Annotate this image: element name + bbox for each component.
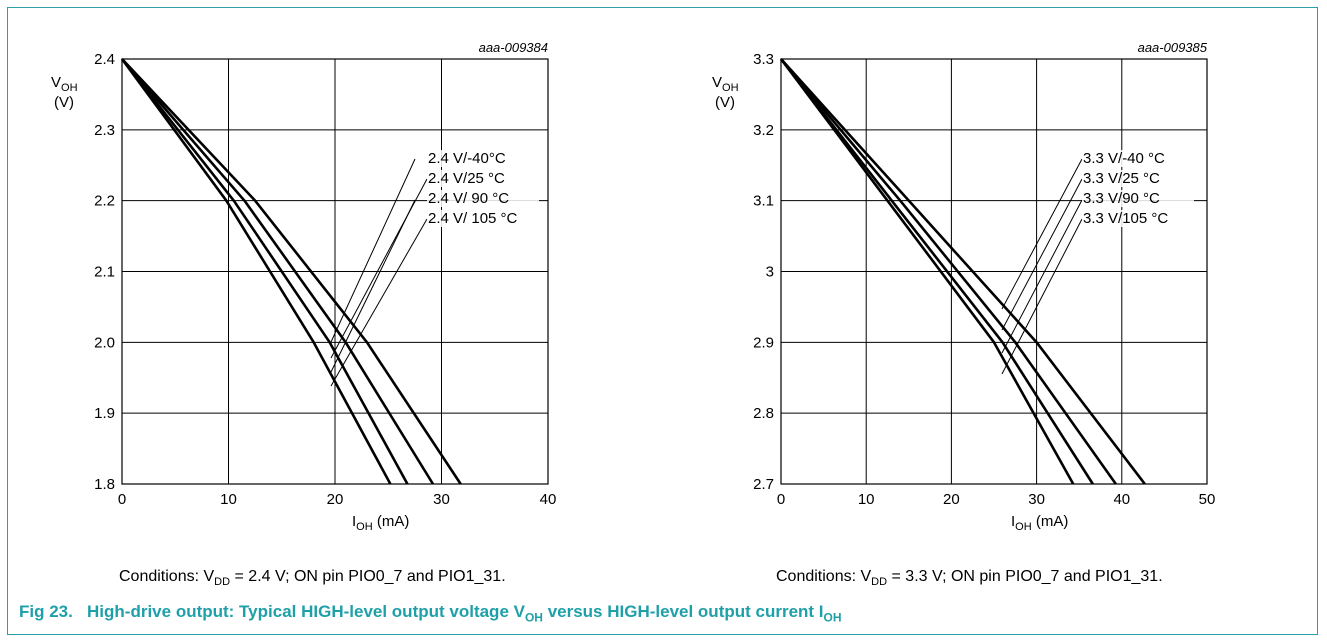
conditions-left-suffix: = 2.4 V; ON pin PIO0_7 and PIO1_31. [230,568,506,585]
x-axis-label-main: I [1011,513,1015,530]
conditions-right-prefix: Conditions: V [776,568,872,585]
series-label: 3.3 V/105 °C [1083,210,1168,227]
series-line-3 [779,58,1094,485]
series-label: 2.4 V/ 105 °C [428,210,518,227]
figure-title-b: versus HIGH-level output current I [542,602,824,621]
x-tick-label: 30 [433,491,450,508]
y-axis-label-sub: OH [61,82,78,94]
series-label-bg [1082,150,1194,167]
series-leader-line [330,218,428,387]
series-label-bg [1082,190,1194,207]
y-tick-label: 2.4 [94,51,115,68]
x-tick-label: 0 [777,491,785,508]
series-label: 2.4 V/ 90 °C [428,190,509,207]
x-axis-label-sub: OH [1015,521,1032,533]
series-line-4 [779,58,1075,485]
x-axis-label-sub: OH [356,521,373,533]
series-label: 3.3 V/25 °C [1083,170,1160,187]
series-label: 2.4 V/25 °C [428,170,505,187]
y-tick-label: 3 [766,264,774,281]
y-tick-label: 2.2 [94,193,115,210]
x-tick-label: 20 [327,491,344,508]
x-tick-label: 20 [943,491,960,508]
plot-area [121,58,549,485]
chart-2: 0 10 20 30 40 50 2.7 2.8 2.9 3 3.1 3.2 3.3 aaa-009385… [712,40,1215,533]
x-axis-label: IOH (mA) [1011,513,1068,533]
y-tick-label: 3.3 [753,51,774,68]
y-axis-label: VOH [712,74,739,94]
figure-id: aaa-009384 [479,40,548,55]
series-leader-line [1001,158,1083,310]
y-tick-label: 2.8 [753,405,774,422]
series-label: 3.3 V/-40 °C [1083,150,1165,167]
x-tick-label: 0 [118,491,126,508]
series-label-bg [427,150,539,167]
series-line-2 [121,58,435,485]
series-label: 3.3 V/90 °C [1083,190,1160,207]
y-tick-label: 1.8 [94,476,115,493]
series-line-3 [120,58,409,485]
series-line-4 [120,58,392,485]
x-axis-label-unit: (mA) [1032,513,1069,530]
y-tick-label: 3.2 [753,122,774,139]
conditions-left-sub: DD [214,576,231,589]
x-tick-label: 10 [220,491,237,508]
conditions-right-sub: DD [871,576,888,589]
y-tick-label: 2.9 [753,334,774,351]
y-axis-label-sub: OH [722,82,739,94]
series-label-bg [1082,170,1194,187]
figure-title-a: High-drive output: Typical HIGH-level ou… [87,602,525,621]
series-label: 2.4 V/-40°C [428,150,506,167]
figure-label: Fig 23. [19,602,73,621]
y-tick-label: 2.1 [94,264,115,281]
figure-id: aaa-009385 [1138,40,1208,55]
figure-caption: Fig 23. High-drive output: Typical HIGH-… [19,602,842,624]
x-axis-label-unit: (mA) [373,513,410,530]
plot-area [780,58,1208,485]
x-axis-label: IOH (mA) [352,513,409,533]
figure-title-sub2: OH [823,610,842,625]
series-label-bg [427,190,539,207]
series-leader-line [1001,199,1083,354]
x-tick-label: 40 [1113,491,1130,508]
series-line-2 [780,58,1117,485]
series-label-bg [427,170,539,187]
y-tick-label: 2.3 [94,122,115,139]
y-tick-label: 1.9 [94,405,115,422]
x-tick-label: 40 [540,491,557,508]
series-line-1 [780,58,1146,485]
y-tick-label: 2.7 [753,476,774,493]
x-tick-label: 50 [1199,491,1216,508]
series-label-bg [1082,210,1194,227]
y-tick-label: 2.0 [94,334,115,351]
figure-frame [7,7,1318,635]
y-axis-label: VOH [51,74,78,94]
x-tick-label: 30 [1028,491,1045,508]
y-axis-label-unit: (V) [715,94,735,111]
chart-1: 0 10 20 30 40 1.8 1.9 2.0 2.1 2.2 2.3 2.4 aaa-009384… [51,40,556,533]
y-axis-label-main: V [712,74,722,91]
y-axis-label-unit: (V) [54,94,74,111]
series-label-bg [427,210,539,227]
conditions-right-suffix: = 3.3 V; ON pin PIO0_7 and PIO1_31. [887,568,1163,585]
series-line-1 [121,58,462,485]
conditions-left: Conditions: VDD = 2.4 V; ON pin PIO0_7 a… [119,568,506,588]
series-leader-line [330,158,416,343]
x-tick-label: 10 [858,491,875,508]
figure-title-sub1: OH [524,610,543,625]
y-tick-label: 3.1 [753,193,774,210]
series-leader-line [330,199,416,373]
series-leader-line [1001,178,1083,331]
conditions-left-prefix: Conditions: V [119,568,215,585]
y-axis-label-main: V [51,74,61,91]
series-leader-line [1001,218,1083,375]
conditions-right: Conditions: VDD = 3.3 V; ON pin PIO0_7 a… [776,568,1163,588]
x-axis-label-main: I [352,513,356,530]
